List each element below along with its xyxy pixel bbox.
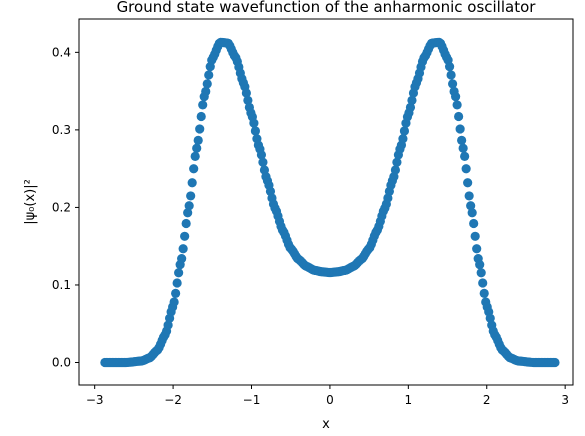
x-tick-label: 2: [483, 393, 491, 407]
y-tick-label: 0.1: [52, 278, 71, 292]
data-point: [187, 178, 197, 188]
data-point: [250, 126, 261, 136]
data-point: [192, 143, 202, 153]
data-point: [452, 100, 462, 110]
data-point: [186, 191, 196, 201]
data-point: [476, 268, 486, 278]
x-tick-label: −2: [164, 393, 182, 407]
data-point: [181, 218, 191, 229]
data-point: [189, 164, 199, 174]
data-point: [407, 95, 417, 105]
data-point: [169, 297, 179, 307]
data-point: [183, 208, 193, 218]
data-point: [464, 191, 474, 201]
x-tick-label: 0: [326, 393, 334, 407]
x-tick-label: 3: [561, 393, 569, 407]
data-point: [258, 157, 268, 167]
chart-title: Ground state wavefunction of the anharmo…: [117, 0, 537, 16]
data-point: [478, 278, 488, 288]
data-point: [171, 288, 181, 298]
data-point: [466, 201, 476, 211]
data-point: [467, 208, 477, 218]
data-point: [190, 151, 200, 162]
y-tick-label: 0.3: [52, 123, 71, 137]
y-axis-label: |ψ₀(x)|²: [23, 179, 38, 225]
data-point: [479, 288, 489, 298]
data-point: [202, 79, 212, 89]
data-point: [460, 151, 470, 162]
data-point: [241, 88, 251, 98]
x-axis: −3 −2 −1 0 1 2 3: [86, 385, 569, 407]
data-points: [100, 37, 560, 368]
data-point: [455, 124, 465, 134]
data-point: [470, 231, 480, 241]
data-point: [177, 254, 187, 264]
data-point: [457, 135, 467, 145]
data-point: [405, 102, 416, 112]
data-point: [204, 70, 214, 80]
y-axis: 0.0 0.1 0.2 0.3 0.4: [52, 45, 79, 370]
data-point: [392, 157, 402, 167]
x-tick-label: −3: [86, 393, 104, 407]
y-tick-label: 0.2: [52, 200, 71, 214]
data-point: [399, 126, 410, 136]
data-point: [390, 165, 400, 175]
data-point: [463, 178, 473, 188]
data-point: [184, 201, 194, 211]
data-point: [451, 92, 461, 102]
data-point: [256, 150, 267, 160]
data-point: [454, 111, 464, 122]
data-point: [198, 100, 208, 110]
data-point: [178, 244, 188, 254]
x-axis-label: x: [322, 417, 330, 432]
data-point: [472, 244, 482, 254]
data-point: [444, 61, 455, 72]
data-point: [195, 124, 205, 134]
data-point: [550, 357, 560, 368]
data-point: [475, 259, 485, 270]
plot-area: [78, 18, 574, 386]
data-point: [458, 143, 468, 153]
data-point: [196, 111, 206, 122]
data-point: [448, 79, 458, 89]
data-point: [461, 164, 471, 174]
y-tick-label: 0.4: [52, 45, 71, 59]
data-point: [249, 118, 259, 128]
data-point: [446, 70, 456, 80]
data-point: [193, 135, 203, 145]
data-point: [180, 231, 190, 241]
data-point: [469, 218, 479, 229]
data-point: [174, 268, 184, 278]
y-tick-label: 0.0: [52, 356, 71, 370]
x-tick-label: 1: [405, 393, 413, 407]
data-point: [172, 278, 182, 288]
data-point: [201, 86, 211, 97]
data-point: [243, 95, 253, 105]
data-point: [398, 134, 408, 144]
x-tick-label: −1: [243, 393, 261, 407]
